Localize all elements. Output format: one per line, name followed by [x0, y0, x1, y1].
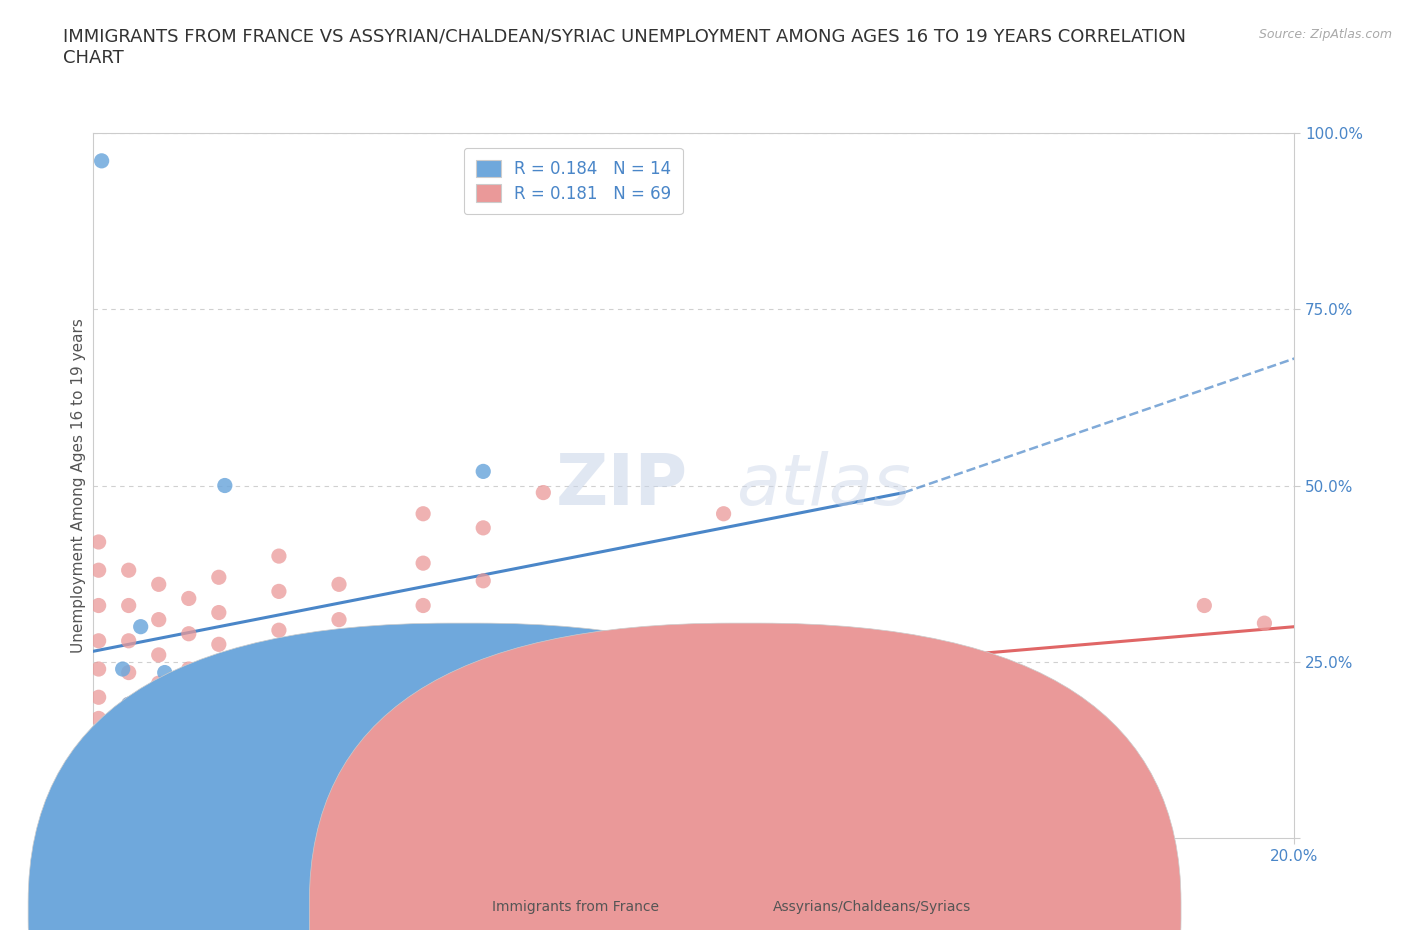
Point — [87, 775, 110, 790]
Point — [208, 570, 231, 585]
Point — [118, 598, 141, 613]
Point — [148, 725, 170, 740]
Point — [893, 711, 915, 726]
Point — [208, 669, 231, 684]
Point — [592, 700, 614, 715]
Point — [412, 556, 434, 571]
Point — [148, 612, 170, 627]
Point — [177, 626, 200, 641]
Point — [713, 792, 735, 807]
Point — [177, 694, 200, 709]
Point — [118, 665, 141, 680]
Point — [118, 817, 141, 831]
Point — [177, 661, 200, 676]
Point — [267, 584, 290, 599]
Point — [328, 651, 350, 666]
Point — [87, 824, 110, 839]
Point — [118, 789, 141, 804]
Point — [953, 686, 976, 701]
Point — [87, 535, 110, 550]
Point — [153, 722, 176, 737]
Point — [328, 612, 350, 627]
Point — [87, 785, 110, 800]
Point — [472, 521, 495, 536]
Point — [267, 697, 290, 711]
Legend: R = 0.184   N = 14, R = 0.181   N = 69: R = 0.184 N = 14, R = 0.181 N = 69 — [464, 148, 683, 214]
Point — [267, 732, 290, 747]
Point — [118, 722, 141, 737]
Y-axis label: Unemployment Among Ages 16 to 19 years: Unemployment Among Ages 16 to 19 years — [72, 318, 86, 653]
Point — [111, 661, 134, 676]
Text: IMMIGRANTS FROM FRANCE VS ASSYRIAN/CHALDEAN/SYRIAC UNEMPLOYMENT AMONG AGES 16 TO: IMMIGRANTS FROM FRANCE VS ASSYRIAN/CHALD… — [63, 28, 1187, 67]
Point — [1253, 616, 1275, 631]
Point — [177, 591, 200, 605]
Point — [472, 764, 495, 778]
Point — [87, 732, 110, 747]
Point — [148, 676, 170, 691]
Point — [472, 464, 495, 479]
Point — [118, 697, 141, 711]
Point — [267, 658, 290, 673]
Text: Source: ZipAtlas.com: Source: ZipAtlas.com — [1258, 28, 1392, 41]
Text: ZIP: ZIP — [555, 451, 688, 520]
Point — [832, 771, 855, 786]
Point — [394, 641, 416, 656]
Point — [148, 577, 170, 591]
Point — [208, 637, 231, 652]
Point — [118, 697, 141, 711]
Point — [267, 549, 290, 564]
Point — [118, 767, 141, 782]
Point — [531, 485, 554, 500]
Point — [412, 506, 434, 521]
Point — [153, 665, 176, 680]
Point — [148, 647, 170, 662]
Point — [208, 605, 231, 620]
Point — [118, 722, 141, 737]
Point — [87, 753, 110, 768]
Point — [412, 598, 434, 613]
Text: Assyrians/Chaldeans/Syriacs: Assyrians/Chaldeans/Syriacs — [773, 899, 972, 914]
Point — [118, 633, 141, 648]
Point — [893, 676, 915, 691]
Point — [87, 633, 110, 648]
Point — [713, 506, 735, 521]
Point — [87, 690, 110, 705]
Point — [472, 574, 495, 589]
Point — [148, 697, 170, 711]
Point — [214, 478, 236, 493]
Point — [129, 619, 152, 634]
Point — [328, 577, 350, 591]
Text: Immigrants from France: Immigrants from France — [492, 899, 659, 914]
Point — [87, 661, 110, 676]
Point — [177, 665, 200, 680]
Point — [148, 753, 170, 768]
Point — [118, 746, 141, 761]
Point — [87, 814, 110, 829]
Point — [208, 700, 231, 715]
Point — [177, 750, 200, 764]
Point — [90, 153, 112, 168]
Point — [148, 700, 170, 715]
Text: atlas: atlas — [735, 451, 910, 520]
Point — [87, 796, 110, 811]
Point — [267, 623, 290, 638]
Point — [87, 598, 110, 613]
Point — [772, 722, 794, 737]
Point — [87, 563, 110, 578]
Point — [208, 728, 231, 743]
Point — [118, 563, 141, 578]
Point — [87, 799, 110, 814]
Point — [652, 722, 675, 737]
Point — [177, 722, 200, 737]
Point — [87, 711, 110, 726]
Point — [118, 803, 141, 817]
Point — [1194, 598, 1216, 613]
